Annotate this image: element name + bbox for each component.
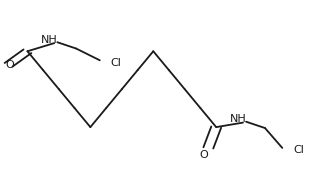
Text: NH: NH bbox=[41, 35, 58, 45]
Text: Cl: Cl bbox=[293, 145, 304, 155]
Text: O: O bbox=[199, 150, 208, 160]
Text: NH: NH bbox=[230, 114, 246, 124]
Text: Cl: Cl bbox=[111, 58, 122, 68]
Text: O: O bbox=[5, 60, 14, 70]
